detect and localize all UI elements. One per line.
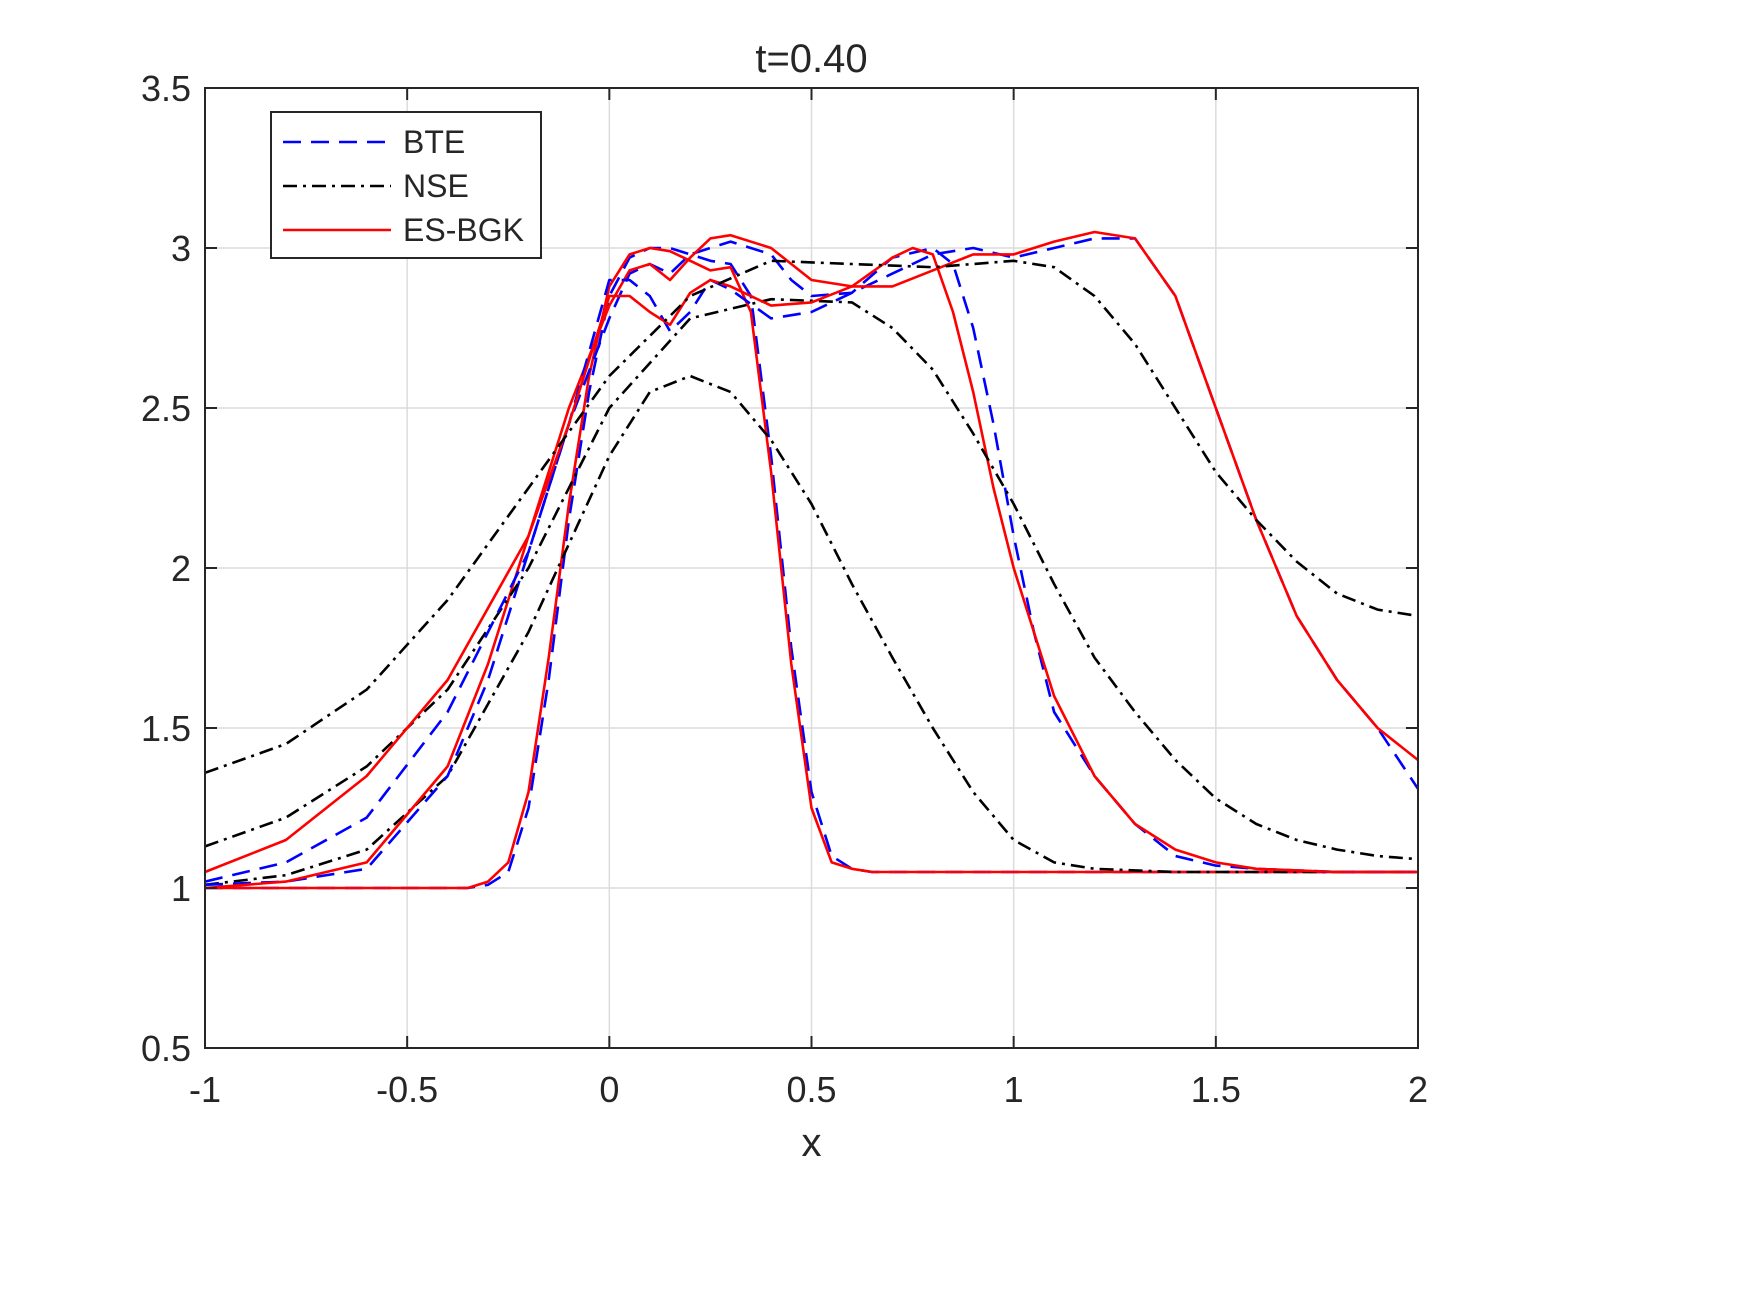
axis-ticks: -1 -0.5 0 0.5 1 1.5 2 0.5 1 1.5 2 2.5 3 3.5 (141, 68, 1428, 1110)
series-line-nse (204, 259, 1419, 775)
legend: BTE NSE ES-BGK (270, 111, 542, 259)
x-tick-label: 0.5 (786, 1069, 836, 1110)
y-tick-label: 2 (171, 548, 191, 589)
x-tick-label: 0 (599, 1069, 619, 1110)
x-tick-label: -0.5 (376, 1069, 438, 1110)
x-tick-label: 1 (1004, 1069, 1024, 1110)
x-tick-label: 2 (1408, 1069, 1428, 1110)
y-tick-label: 1.5 (141, 708, 191, 749)
y-tick-label: 0.5 (141, 1028, 191, 1069)
x-axis-label: x (802, 1121, 822, 1165)
y-tick-label: 1 (171, 868, 191, 909)
plot-series (204, 230, 1420, 890)
series-line-bte (205, 246, 1418, 890)
legend-label: BTE (403, 124, 465, 160)
series-line-nse (204, 297, 1419, 861)
y-tick-label: 3.5 (141, 68, 191, 109)
y-tick-label: 2.5 (141, 388, 191, 429)
legend-label: ES-BGK (403, 212, 524, 248)
chart-title: t=0.40 (755, 37, 867, 81)
x-tick-label: 1.5 (1191, 1069, 1241, 1110)
legend-label: NSE (403, 168, 469, 204)
x-tick-label: -1 (189, 1069, 221, 1110)
series-line-es-bgk (205, 246, 1418, 890)
y-tick-label: 3 (171, 228, 191, 269)
series-line-nse (204, 374, 1418, 887)
